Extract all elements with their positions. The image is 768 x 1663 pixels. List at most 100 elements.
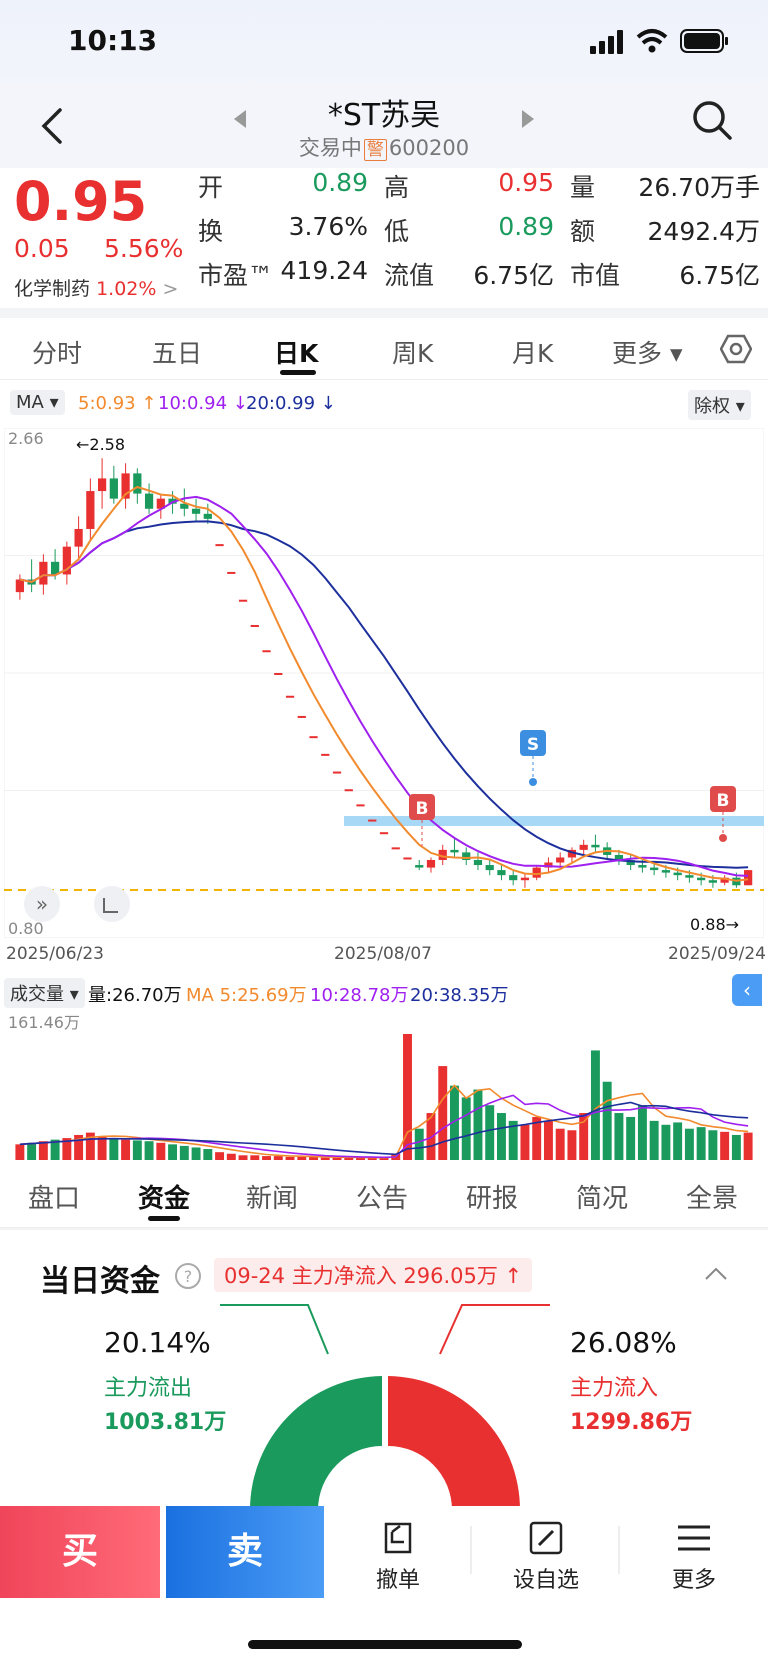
price-change: 0.05 [14,234,70,263]
low-marker: 0.88→ [690,915,739,934]
volume-value: 26.70万手 [638,173,760,202]
volume-bar [85,1132,95,1160]
volume-bar [121,1139,131,1160]
signal-b-1[interactable]: B [409,794,435,846]
volume-bar [496,1113,506,1160]
volume-bar [144,1141,154,1160]
pe-value: 419.24 [280,256,368,285]
search-icon[interactable] [690,98,734,142]
turnover-label: 换 [198,217,224,246]
volume-bar [508,1120,518,1160]
next-stock-icon[interactable] [520,108,536,130]
vol-ma10: 10:28.78万 [310,985,409,1006]
candle [274,673,283,675]
candle [297,715,306,718]
collapse-arrow-icon[interactable]: ‹ [732,974,762,1006]
signal-icon [590,30,623,54]
divider [0,308,768,318]
tab-capital[interactable]: 资金 [138,1184,191,1214]
candle [426,859,436,868]
info-tabs: 盘口 资金 新闻 公告 研报 简况 全景 [0,1162,768,1228]
tab-news[interactable]: 新闻 [246,1184,299,1214]
tab-weekly-k[interactable]: 周K [392,339,434,368]
chevron-up-icon[interactable] [704,1266,728,1282]
high-value: 0.95 [498,168,554,197]
candle [462,852,471,860]
chart-settings-icon[interactable] [720,334,752,364]
tab-daily-k[interactable]: 日K [274,339,319,368]
candle [708,880,717,883]
help-icon[interactable]: ? [174,1262,202,1290]
warning-badge: 警 [363,139,387,161]
candle [673,872,682,876]
candle [74,528,83,547]
kline-chart[interactable]: 2.66 0.80 ←2.58 0.88→ B S B » [4,428,764,938]
volume-bar [250,1155,260,1160]
volume-bar [62,1138,72,1160]
candle [697,877,706,881]
status-time: 10:13 [68,24,158,57]
signal-s[interactable]: S [520,730,546,786]
tab-overview[interactable]: 全景 [686,1184,739,1214]
signal-b-1-label: B [416,799,429,819]
volume-bar [367,1157,377,1160]
volume-bar [731,1134,741,1160]
high-marker: ←2.58 [76,435,125,454]
volume-bar [97,1136,107,1160]
cancel-order-label: 撤单 [375,1568,420,1593]
volume-bar [320,1157,330,1160]
signal-b-2-label: B [717,791,730,811]
add-watchlist-button[interactable]: 设自选 [496,1518,596,1594]
x-label-start: 2025/06/23 [6,944,104,964]
capital-title: 当日资金 [40,1264,160,1299]
candle [97,478,107,492]
volume-bar [38,1141,48,1160]
candle [332,771,342,774]
candle [356,804,365,807]
tab-order-book[interactable]: 盘口 [28,1184,81,1214]
cancel-order-icon [384,1522,412,1554]
volume-selector[interactable]: 成交量 ▾ [4,978,85,1008]
back-arrow-icon[interactable] [34,104,74,148]
candle [661,870,671,873]
ma-selector[interactable]: MA ▾ [10,390,65,415]
divider [470,1526,472,1574]
low-value: 0.89 [498,212,554,241]
x-label-mid: 2025/08/07 [334,944,432,964]
industry-link[interactable]: 化学制药 1.02% > [14,274,178,301]
amount-label: 额 [570,217,596,246]
tab-five-day[interactable]: 五日 [152,339,203,368]
volume-bar [614,1113,624,1160]
trading-status: 交易中 [298,136,362,160]
prev-stock-icon[interactable] [232,108,248,130]
capital-donut-chart [220,1304,550,1510]
expand-chart-button[interactable]: » [24,886,60,922]
buy-button[interactable]: 买 [0,1506,160,1598]
candle [379,832,389,835]
tab-monthly-k[interactable]: 月K [512,339,554,368]
ma10-value: 10:0.94 ↓ [158,393,248,414]
sell-button[interactable]: 卖 [166,1506,324,1598]
candle [62,546,71,575]
tab-intraday[interactable]: 分时 [32,339,83,368]
volume-bars [15,1034,753,1160]
home-indicator [248,1640,522,1649]
cancel-order-button[interactable]: 撤单 [348,1518,448,1594]
candle [497,870,506,876]
adjust-selector[interactable]: 除权 ▾ [688,390,751,420]
volume-bar [567,1130,577,1160]
more-label: 更多 [671,1568,716,1593]
trade-bar: 买 卖 撤单 设自选 更多 [0,1506,768,1663]
divider [618,1526,620,1574]
more-button[interactable]: 更多 [644,1518,744,1594]
tab-announcements[interactable]: 公告 [356,1184,409,1214]
tab-profile[interactable]: 简况 [576,1184,629,1214]
fullscreen-button[interactable] [94,886,130,922]
candles [15,458,753,888]
signal-b-2[interactable]: B [710,786,736,842]
tab-research[interactable]: 研报 [466,1184,519,1214]
tab-more[interactable]: 更多 ▾ [612,339,683,368]
volume-bar [743,1132,753,1160]
amount-value: 2492.4万 [647,217,760,246]
volume-bar [602,1081,612,1160]
